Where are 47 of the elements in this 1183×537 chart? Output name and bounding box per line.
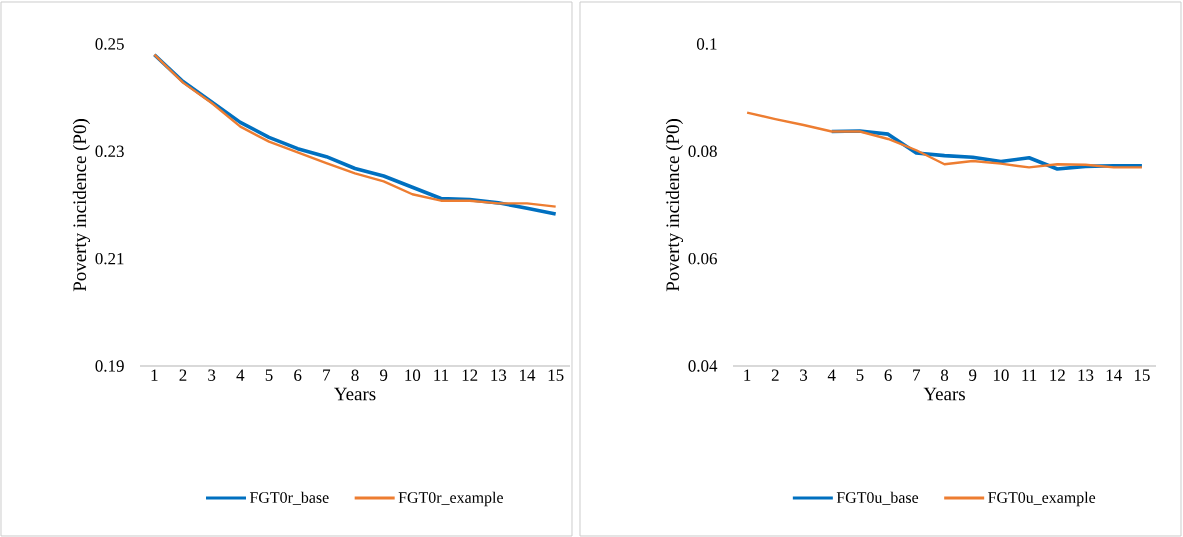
x-tick-label: 7: [323, 369, 331, 381]
x-tick-label: 8: [351, 369, 359, 381]
legend-label: FGT0r_example: [398, 491, 503, 507]
x-tick-label: 14: [1106, 369, 1122, 381]
x-tick-label: 12: [462, 369, 478, 381]
x-tick-label: 2: [179, 369, 187, 381]
y-tick-label: 0.23: [95, 145, 124, 158]
line-series: [745, 111, 1144, 169]
y-tick-label: 0.25: [95, 38, 124, 50]
x-tick-label: 10: [993, 369, 1009, 381]
x-tick-label: 2: [771, 369, 779, 381]
y-tick-label: 0.1: [696, 38, 717, 50]
legend-label: FGT0u_base: [836, 491, 919, 505]
x-tick-label: 13: [1078, 369, 1094, 381]
x-tick-label: 9: [969, 369, 977, 381]
legend-label: FGT0r_base: [249, 491, 329, 505]
x-tick-label: 9: [379, 369, 388, 381]
x-tick-label: 7: [913, 369, 921, 381]
x-tick-label: 3: [800, 369, 808, 381]
x-axis-title: Years: [334, 387, 376, 401]
y-tick-label: 0.21: [95, 252, 124, 265]
x-tick-label: 5: [856, 369, 864, 381]
legend-label: FGT0u_example: [988, 491, 1096, 507]
x-tick-label: 13: [491, 369, 507, 381]
y-tick-label: 0.06: [688, 252, 717, 265]
x-tick-label: 6: [884, 369, 892, 381]
y-tick-label: 0.04: [688, 360, 718, 372]
y-tick-label: 0.08: [688, 145, 717, 158]
x-tick-label: 3: [208, 369, 216, 381]
x-tick-label: 1: [744, 369, 751, 381]
x-tick-label: 5: [265, 369, 273, 381]
y-tick-label: 0.19: [95, 360, 124, 372]
x-axis-title: Years: [923, 387, 965, 401]
y-axis-title: Poverty incidence (P0): [665, 119, 684, 292]
x-tick-label: 6: [294, 369, 302, 381]
y-axis-title: Poverty incidence (P0): [72, 119, 90, 292]
x-tick-label: 8: [940, 369, 949, 381]
x-tick-label: 12: [1050, 369, 1065, 381]
x-tick-label: 1: [151, 369, 158, 381]
x-tick-label: 11: [434, 369, 449, 381]
x-tick-label: 4: [236, 369, 245, 381]
x-tick-label: 14: [520, 369, 536, 381]
x-tick-label: 11: [1022, 369, 1037, 381]
x-tick-label: 4: [827, 369, 836, 381]
x-tick-label: 15: [1134, 369, 1150, 381]
x-tick-label: 10: [405, 369, 421, 381]
x-tick-label: 15: [548, 369, 564, 381]
